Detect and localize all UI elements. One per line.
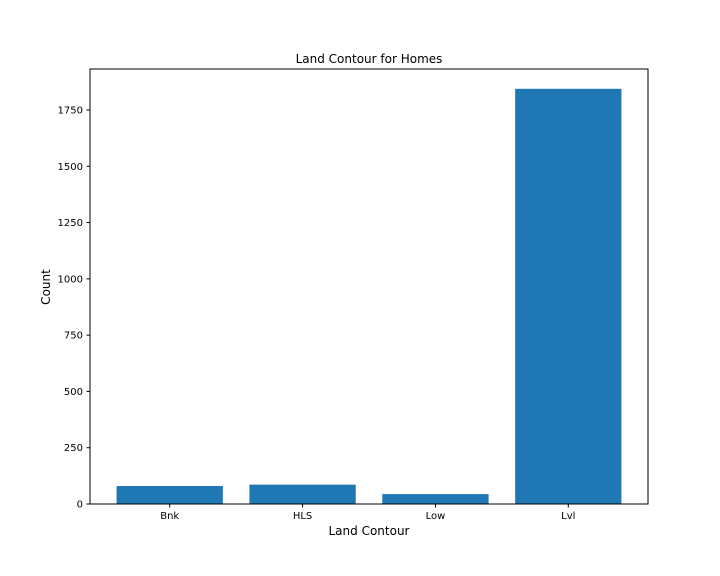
y-tick-label: 1750: [58, 105, 83, 116]
y-axis-label: Count: [39, 269, 53, 305]
bar-low: [382, 494, 489, 504]
bars-group: [116, 88, 622, 504]
x-tick-label: Lvl: [561, 511, 575, 522]
x-axis-label: Land Contour: [329, 524, 410, 538]
y-tick-label: 250: [64, 443, 83, 454]
y-axis-ticks: 0 250 500 750 1000 1250 1500 1750: [58, 105, 90, 511]
bar-lvl: [515, 88, 622, 504]
chart-title: Land Contour for Homes: [296, 52, 443, 66]
x-axis-ticks: Bnk HLS Low Lvl: [160, 504, 575, 522]
bar-hls: [249, 484, 356, 504]
x-tick-label: Low: [426, 511, 446, 522]
y-tick-label: 1000: [58, 274, 83, 285]
y-tick-label: 1250: [58, 218, 83, 229]
y-tick-label: 1500: [58, 162, 83, 173]
plot-frame: [89, 68, 649, 505]
bar-bnk: [116, 485, 223, 504]
y-tick-label: 750: [64, 331, 83, 342]
x-tick-label: Bnk: [160, 511, 179, 522]
x-tick-label: HLS: [293, 511, 312, 522]
y-tick-label: 0: [77, 500, 83, 511]
y-tick-label: 500: [64, 387, 83, 398]
